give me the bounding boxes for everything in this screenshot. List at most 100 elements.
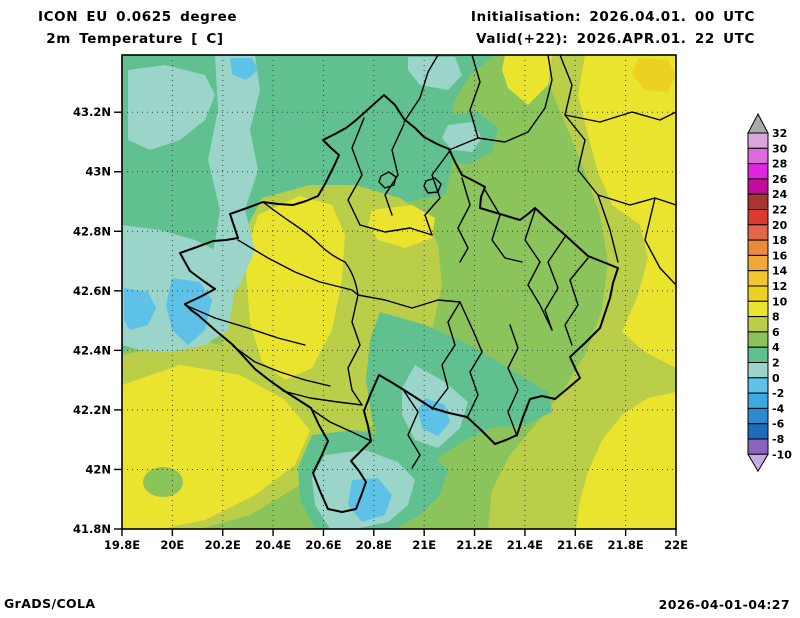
- field-blue-topedge: [230, 58, 258, 80]
- field-blue-south-tail: [348, 478, 392, 522]
- lat-label: 42N: [85, 462, 111, 476]
- colorbar-level-label: 20: [772, 219, 788, 232]
- valid-time: Valid(+22): 2026.APR.01. 22 UTC: [476, 31, 755, 47]
- colorbar-swatch: [747, 178, 769, 195]
- field-green-spot-southwest: [143, 467, 183, 497]
- field-yellow-northeast: [578, 55, 676, 368]
- colorbar-swatch: [747, 147, 769, 165]
- longitude-labels: 19.8E 20E 20.2E 20.4E 20.6E 20.8E 21E 21.2E 21.4…: [104, 538, 688, 552]
- title-right-block: Initialisation: 2026.04.01. 00 UTC Valid(…: [471, 6, 755, 50]
- colorbar-level-label: -10: [772, 448, 792, 461]
- colorbar-level-label: 22: [772, 204, 787, 217]
- colorbar-swatch: [747, 331, 769, 348]
- colorbar-level-label: -2: [772, 387, 784, 400]
- colorbar-level-label: 12: [772, 280, 787, 293]
- field-cyan-topcenter: [408, 57, 462, 90]
- colorbar-swatch: [747, 362, 769, 379]
- colorbar-above-max: [747, 112, 769, 134]
- colorbar-level-label: 4: [772, 341, 780, 354]
- field-cyan-topleft: [128, 65, 215, 150]
- lon-label: 20.6E: [305, 538, 341, 552]
- colorbar-swatch: [747, 407, 769, 425]
- temperature-field: [122, 55, 676, 529]
- colorbar-swatch: [747, 423, 769, 440]
- colorbar-level-label: 14: [772, 265, 788, 278]
- field-yellow-northcentral: [368, 205, 435, 248]
- colorbar-level-label: 32: [772, 127, 787, 140]
- boundaries: [179, 55, 676, 513]
- axis-ticks: [114, 111, 677, 536]
- colorbar-level-label: -4: [772, 402, 785, 415]
- colorbar-swatch: [747, 224, 769, 241]
- lon-label: 20E: [160, 538, 184, 552]
- lat-label: 42.4N: [73, 343, 111, 357]
- lat-label: 41.8N: [73, 522, 111, 536]
- lon-label: 20.2E: [205, 538, 241, 552]
- colorbar-swatch: [747, 438, 769, 455]
- field-blue-westedge-2: [166, 278, 212, 345]
- lat-label: 43N: [85, 165, 111, 179]
- colorbar-swatch: [747, 132, 769, 149]
- kosovo-border: [179, 94, 619, 513]
- neighbour-admin-borders: [403, 55, 676, 286]
- colorbar-level-label: 18: [772, 234, 787, 247]
- colorbar-level-label: -6: [772, 418, 785, 431]
- lon-label: 21.4E: [507, 538, 543, 552]
- colorbar-swatch: [747, 300, 769, 318]
- colorbar-level-label: 26: [772, 173, 788, 186]
- colorbar-level-label: 8: [772, 311, 780, 324]
- lat-label: 43.2N: [73, 105, 111, 119]
- colorbar-level-label: 6: [772, 326, 780, 339]
- colorbar-swatch: [747, 239, 769, 256]
- lon-label: 22E: [664, 538, 688, 552]
- colorbar-swatch: [747, 316, 769, 333]
- colorbar-level-label: -8: [772, 433, 784, 446]
- init-time: Initialisation: 2026.04.01. 00 UTC: [470, 9, 755, 25]
- lon-label: 20.4E: [255, 538, 291, 552]
- colorbar-swatch: [747, 346, 769, 364]
- grads-credit: GrADS/COLA: [4, 596, 96, 611]
- map-frame: [121, 54, 677, 530]
- colorbar-swatch: [747, 392, 769, 409]
- colorbar-swatch: [747, 163, 769, 180]
- colorbar-level-label: 16: [772, 249, 788, 262]
- colorbar-level-label: 28: [772, 158, 787, 171]
- field-cyan-band-northwest: [208, 55, 260, 300]
- latitude-labels: 43.2N 43N 42.8N 42.6N 42.4N 42.2N 42N 41.8N: [73, 105, 111, 536]
- colorbar-swatch: [747, 285, 769, 302]
- colorbar-level-label: 30: [772, 142, 788, 155]
- colorbar-swatch: [747, 209, 769, 226]
- lon-label: 20.8E: [356, 538, 392, 552]
- field-cyan-pocket-north: [442, 122, 482, 152]
- field-yellow-westcentral: [246, 196, 345, 380]
- colorbar-level-label: 0: [772, 372, 780, 385]
- lon-label: 21.2E: [456, 538, 492, 552]
- lon-label: 21.8E: [608, 538, 644, 552]
- colorbar-swatch: [747, 193, 769, 210]
- lon-label: 21.6E: [557, 538, 593, 552]
- colorbar-below-min: [747, 453, 769, 473]
- field-blue-westedge-1: [124, 288, 156, 330]
- colorbar-swatch: [747, 377, 769, 394]
- colorbar-level-label: 24: [772, 188, 788, 201]
- colorbar-swatch: [747, 254, 769, 272]
- colorbar-level-label: 10: [772, 295, 788, 308]
- creation-timestamp: 2026-04-01-04:27: [658, 597, 790, 612]
- lat-label: 42.2N: [73, 403, 111, 417]
- model-title: ICON EU 0.0625 degree: [38, 9, 238, 25]
- parameter-title: 2m Temperature [ C]: [38, 31, 224, 47]
- municipal-borders: [184, 117, 589, 469]
- field-blue-southeast: [418, 398, 450, 436]
- colorbar-swatch: [747, 270, 769, 287]
- title-left-block: ICON EU 0.0625 degree 2m Temperature [ C…: [38, 6, 237, 50]
- lat-label: 42.6N: [73, 284, 111, 298]
- lon-label: 19.8E: [104, 538, 140, 552]
- field-amber-topright: [632, 58, 676, 92]
- colorbar-level-label: 2: [772, 357, 780, 370]
- lat-label: 42.8N: [73, 224, 111, 238]
- lon-label: 21E: [412, 538, 436, 552]
- field-yellow-topcenter: [502, 55, 552, 105]
